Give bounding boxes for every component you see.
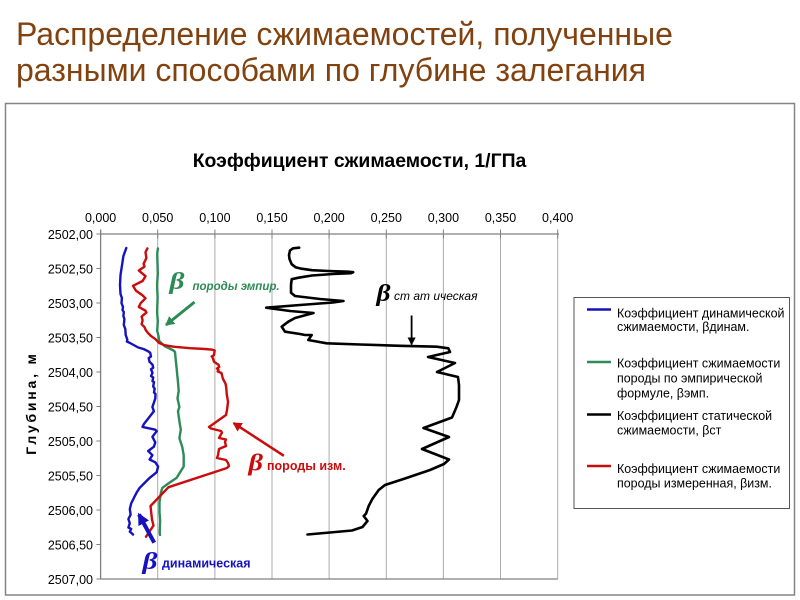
svg-text:формуле, βэмп.: формуле, βэмп. bbox=[617, 387, 709, 401]
svg-text:Коэффициент динамической: Коэффициент динамической bbox=[617, 306, 785, 320]
svg-text:β: β bbox=[168, 269, 185, 295]
svg-text:2502,50: 2502,50 bbox=[48, 263, 93, 277]
svg-text:ст ат ическая: ст ат ическая bbox=[394, 289, 478, 303]
svg-text:сжимаемости, βст: сжимаемости, βст bbox=[617, 424, 722, 438]
svg-text:2503,00: 2503,00 bbox=[48, 297, 93, 311]
svg-text:0,150: 0,150 bbox=[256, 211, 287, 225]
svg-text:динамическая: динамическая bbox=[162, 557, 251, 571]
svg-text:2506,00: 2506,00 bbox=[48, 504, 93, 518]
svg-text:2507,00: 2507,00 bbox=[48, 573, 93, 587]
svg-text:0,250: 0,250 bbox=[371, 211, 402, 225]
svg-text:β: β bbox=[375, 281, 391, 307]
svg-text:0,100: 0,100 bbox=[199, 211, 230, 225]
svg-text:2505,00: 2505,00 bbox=[48, 435, 93, 449]
svg-text:β: β bbox=[141, 549, 158, 575]
svg-text:2503,50: 2503,50 bbox=[48, 332, 93, 346]
svg-text:0,200: 0,200 bbox=[313, 211, 344, 225]
svg-text:0,000: 0,000 bbox=[85, 211, 116, 225]
svg-text:породы измеренная, βизм.: породы измеренная, βизм. bbox=[617, 477, 772, 491]
svg-text:Коэффициент статической: Коэффициент статической bbox=[617, 409, 772, 423]
svg-text:2504,50: 2504,50 bbox=[48, 401, 93, 415]
svg-text:породы эмпир.: породы эмпир. bbox=[193, 281, 280, 293]
svg-text:0,050: 0,050 bbox=[142, 211, 173, 225]
svg-text:2506,50: 2506,50 bbox=[48, 539, 93, 553]
svg-text:Глубина, м: Глубина, м bbox=[23, 351, 39, 454]
svg-text:Коэффициент сжимаемости: Коэффициент сжимаемости bbox=[617, 357, 780, 371]
svg-text:Коэффициент сжимаемости, 1/ГПа: Коэффициент сжимаемости, 1/ГПа bbox=[193, 150, 527, 172]
svg-text:породы по эмпирической: породы по эмпирической bbox=[617, 372, 763, 386]
svg-text:0,350: 0,350 bbox=[485, 211, 516, 225]
svg-text:2502,00: 2502,00 bbox=[48, 228, 93, 242]
svg-text:сжимаемости, βдинам.: сжимаемости, βдинам. bbox=[617, 320, 749, 334]
svg-text:2504,00: 2504,00 bbox=[48, 366, 93, 380]
svg-text:0,400: 0,400 bbox=[542, 211, 573, 225]
svg-text:0,300: 0,300 bbox=[428, 211, 459, 225]
svg-text:Коэффициент сжимаемости: Коэффициент сжимаемости bbox=[617, 462, 780, 476]
svg-text:β: β bbox=[247, 451, 264, 477]
svg-text:2505,50: 2505,50 bbox=[48, 470, 93, 484]
svg-text:породы изм.: породы изм. bbox=[267, 459, 346, 473]
